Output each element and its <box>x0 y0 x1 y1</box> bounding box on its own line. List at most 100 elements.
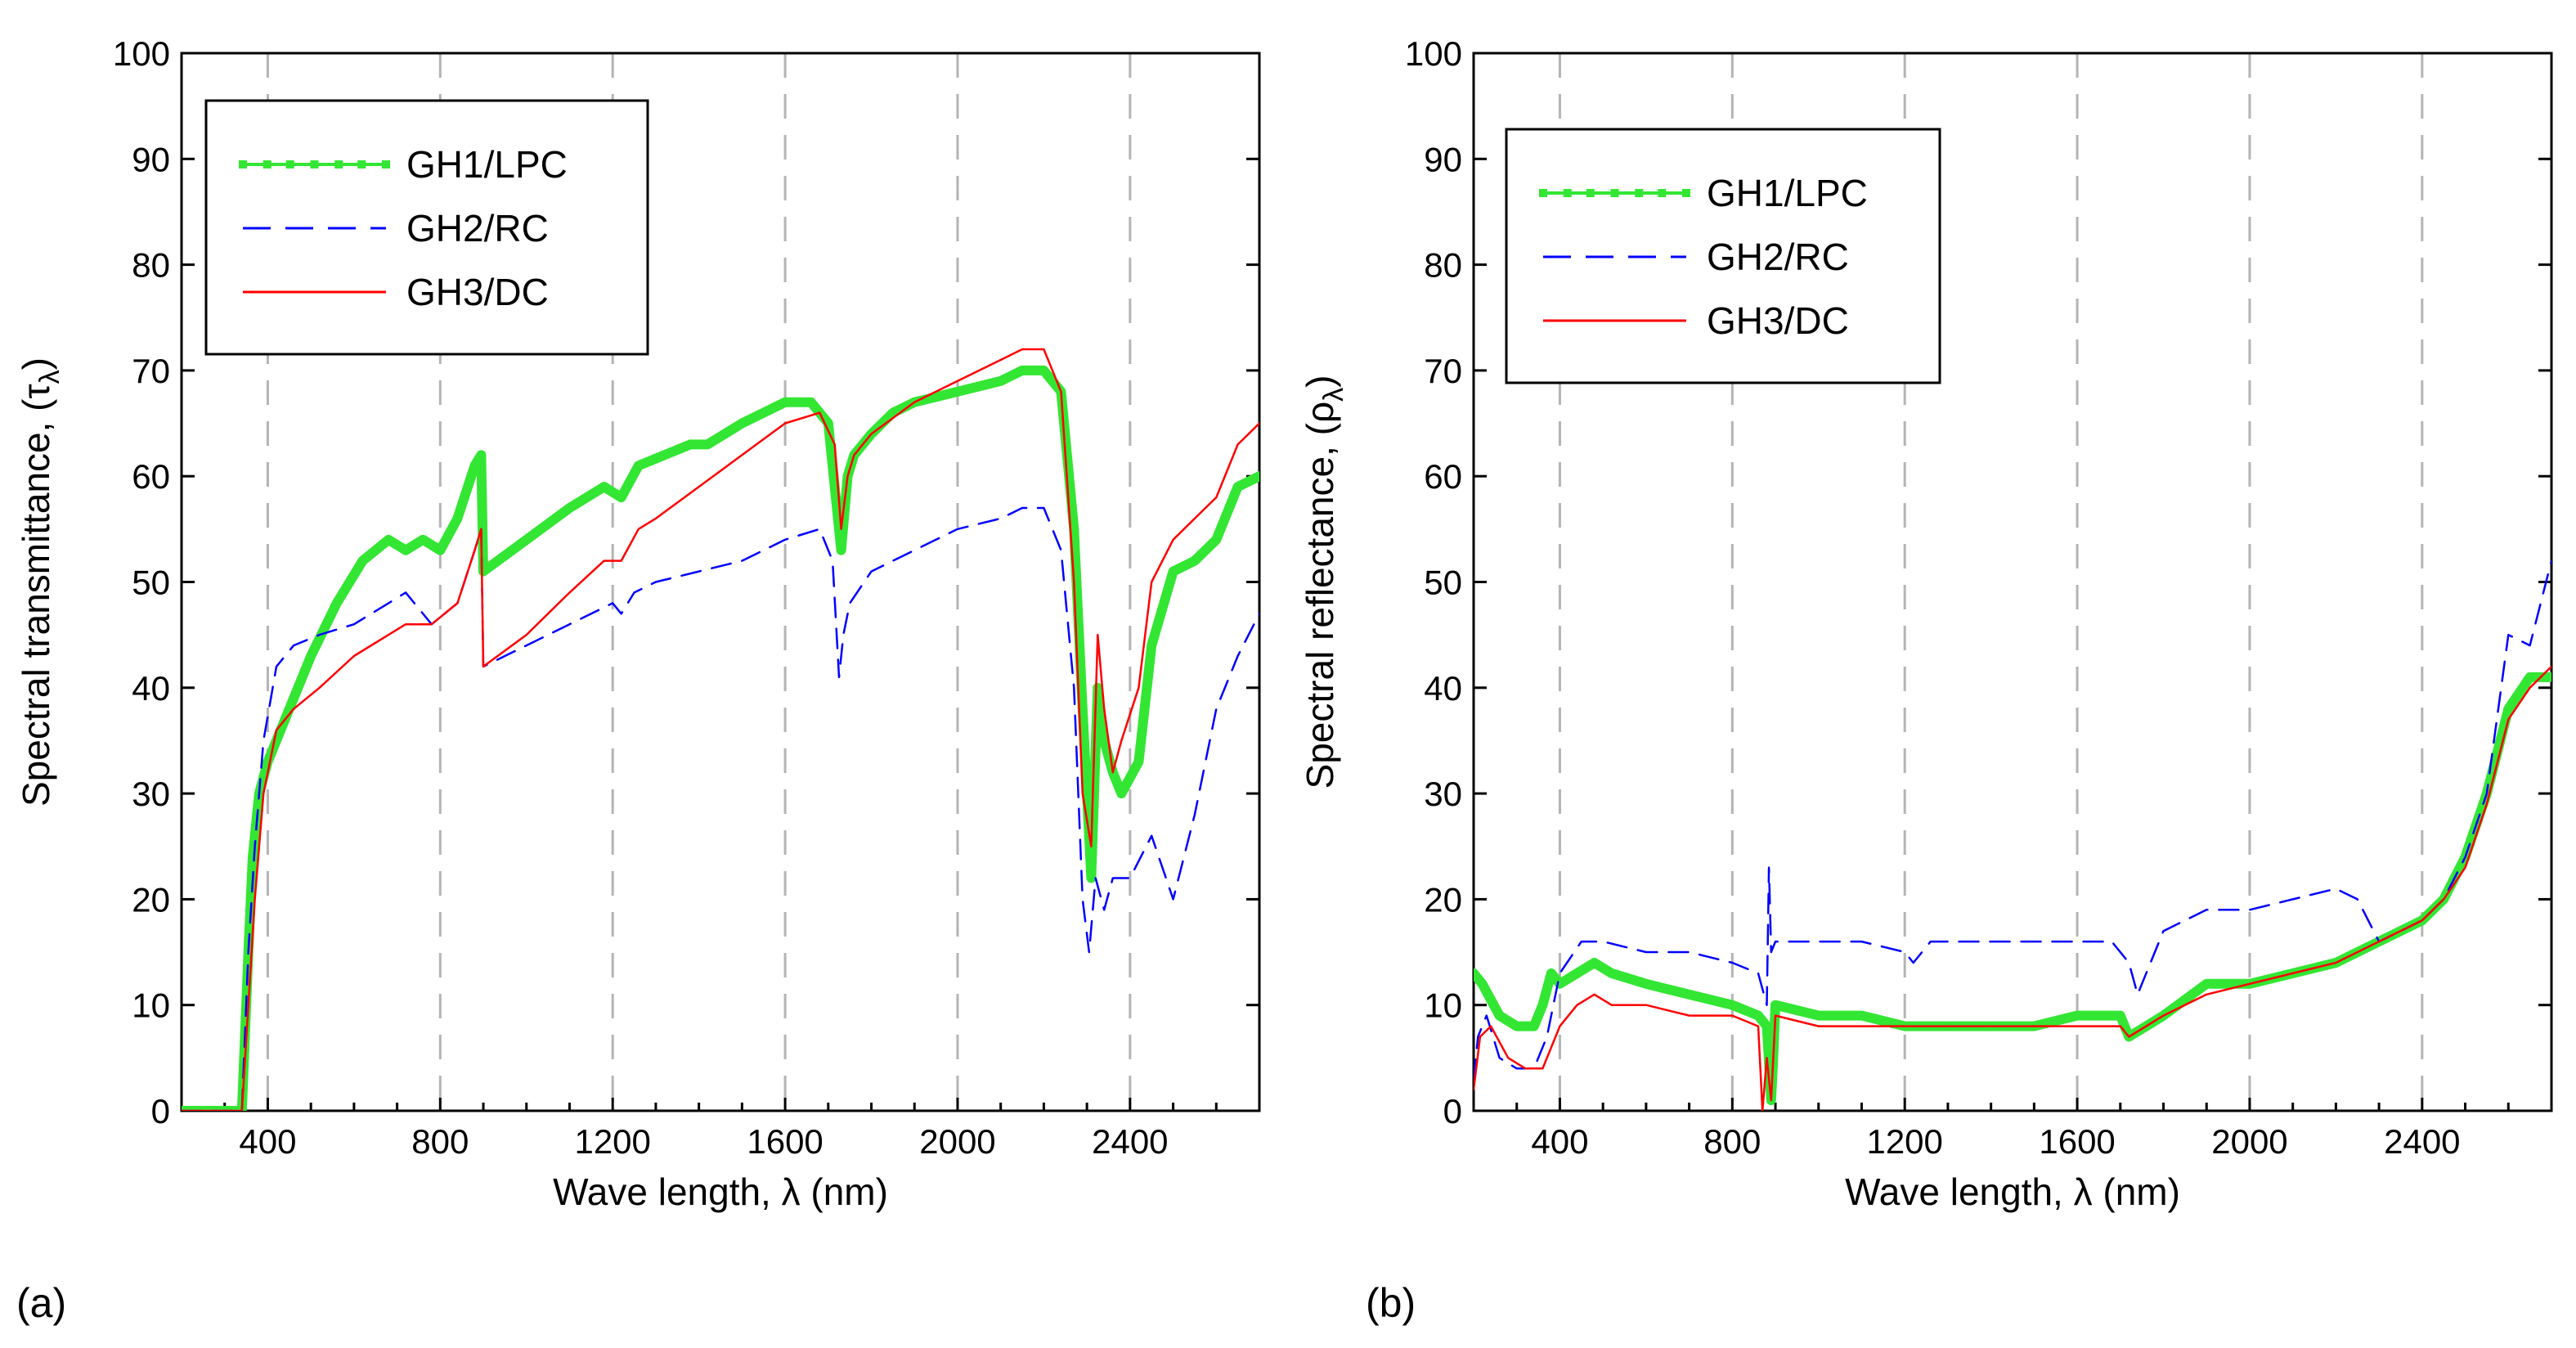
data-point <box>1078 704 1087 713</box>
data-point <box>2504 704 2513 713</box>
legend-marker <box>334 160 343 168</box>
chart-b: 0 10 20 30 40 50 60 70 80 90 100 400 800 1200 1600 2000… <box>1299 34 2553 1326</box>
y-tick-label: 100 <box>113 34 170 73</box>
y-axis-title-main: Spectral transmittance, (τ <box>15 384 57 807</box>
data-point <box>1728 1000 1737 1009</box>
data-point <box>436 546 445 555</box>
x-tick-label: 400 <box>239 1122 296 1161</box>
y-tick-label: 0 <box>1443 1092 1462 1130</box>
data-point <box>1538 1000 1547 1009</box>
data-point <box>703 440 712 449</box>
y-tick-label: 100 <box>1405 34 1462 73</box>
legend: GH1/LPC GH2/RC GH3/DC <box>204 99 649 356</box>
data-point <box>477 451 486 460</box>
data-point <box>1857 1011 1866 1020</box>
y-tick-label: 70 <box>1424 352 1462 390</box>
chart-a: 0 10 20 30 40 50 60 70 80 90 100 400 800 1200 1600 2000… <box>15 34 1261 1326</box>
series-line-gh2-rc <box>182 506 1259 1111</box>
data-point <box>1018 366 1027 375</box>
data-point <box>1590 958 1599 967</box>
y-axis-title-close: ) <box>1299 375 1341 388</box>
data-point <box>1255 472 1259 481</box>
legend-box <box>1505 128 1941 384</box>
x-axis-title: Wave length, λ (nm) <box>553 1171 888 1213</box>
x-tick-label: 1200 <box>1866 1122 1942 1161</box>
y-tick-label: 30 <box>132 775 170 813</box>
data-point <box>1573 968 1582 977</box>
y-tick-label: 80 <box>132 246 170 285</box>
series-line-gh2-rc <box>1474 559 2551 1081</box>
data-point <box>1771 1000 1780 1009</box>
data-point <box>1087 874 1096 883</box>
y-tick-label: 20 <box>1424 880 1462 919</box>
panel-label: (a) <box>16 1280 66 1326</box>
data-point <box>1093 683 1102 692</box>
legend-label: GH2/RC <box>406 207 549 249</box>
data-point <box>837 546 846 555</box>
data-point <box>1100 736 1109 745</box>
legend-marker <box>263 160 272 168</box>
data-point <box>1169 567 1178 576</box>
series-line-gh3-dc <box>1474 665 2551 1111</box>
data-point <box>996 376 1005 385</box>
y-tick-label: 30 <box>1424 775 1462 813</box>
y-tick-label: 50 <box>1424 564 1462 602</box>
legend-marker <box>1682 189 1690 197</box>
legend-label: GH3/DC <box>1707 299 1849 342</box>
x-tick-label: 800 <box>411 1122 469 1161</box>
y-axis-title-subscript: λ <box>1318 388 1349 402</box>
legend-marker <box>1586 189 1595 197</box>
y-tick-label: 90 <box>132 140 170 178</box>
y-axis-title-main: Spectral reflectance, (ρ <box>1299 402 1341 789</box>
legend-label: GH1/LPC <box>406 143 568 186</box>
x-tick-label: 2400 <box>2384 1122 2460 1161</box>
series-line-gh1-lpc <box>1474 672 2551 1106</box>
data-point <box>888 408 897 417</box>
data-point <box>1685 990 1694 999</box>
data-point <box>1190 556 1199 565</box>
data-point <box>522 535 531 544</box>
data-point <box>402 546 411 555</box>
x-tick-label: 2000 <box>2211 1122 2287 1161</box>
panel-label: (b) <box>1366 1280 1416 1326</box>
series-line-gh1-lpc <box>182 365 1259 1111</box>
legend-marker <box>357 160 366 168</box>
data-point <box>1147 641 1156 650</box>
x-tick-label: 1600 <box>747 1122 823 1161</box>
y-tick-label: 0 <box>151 1092 170 1130</box>
y-axis-title-close: ) <box>15 357 57 370</box>
data-point <box>617 493 626 502</box>
legend-label: GH2/RC <box>1707 236 1849 278</box>
y-tick-label: 40 <box>1424 669 1462 708</box>
y-tick-label: 80 <box>1424 246 1462 285</box>
data-point <box>1117 789 1126 798</box>
y-axis-title-subscript: λ <box>34 370 65 384</box>
data-point <box>248 852 257 861</box>
legend-marker <box>285 160 294 168</box>
data-point <box>2073 1011 2082 1020</box>
data-point <box>470 461 479 470</box>
x-tick-label: 800 <box>1703 1122 1761 1161</box>
legend-marker <box>1635 189 1644 197</box>
legend-marker <box>1658 189 1667 197</box>
data-point <box>1641 979 1650 988</box>
data-point <box>1070 524 1079 533</box>
y-axis-title: Spectral transmittance, (τλ) <box>15 357 65 807</box>
data-point <box>358 556 367 565</box>
series-line-gh3-dc <box>182 348 1259 1111</box>
x-axis-title: Wave length, λ (nm) <box>1845 1171 2180 1213</box>
legend-marker <box>310 160 319 168</box>
data-point <box>781 398 790 407</box>
data-point <box>806 398 815 407</box>
y-tick-label: 60 <box>1424 457 1462 496</box>
legend-marker <box>382 160 390 168</box>
data-point <box>453 514 462 523</box>
legend-marker <box>1539 189 1547 197</box>
legend-label: GH3/DC <box>406 271 549 313</box>
data-point <box>1512 1022 1521 1031</box>
y-tick-label: 70 <box>132 352 170 390</box>
data-point <box>1474 968 1478 977</box>
y-axis-title: Spectral reflectance, (ρλ) <box>1299 375 1349 789</box>
y-tick-label: 90 <box>1424 140 1462 178</box>
data-point <box>2525 672 2534 681</box>
